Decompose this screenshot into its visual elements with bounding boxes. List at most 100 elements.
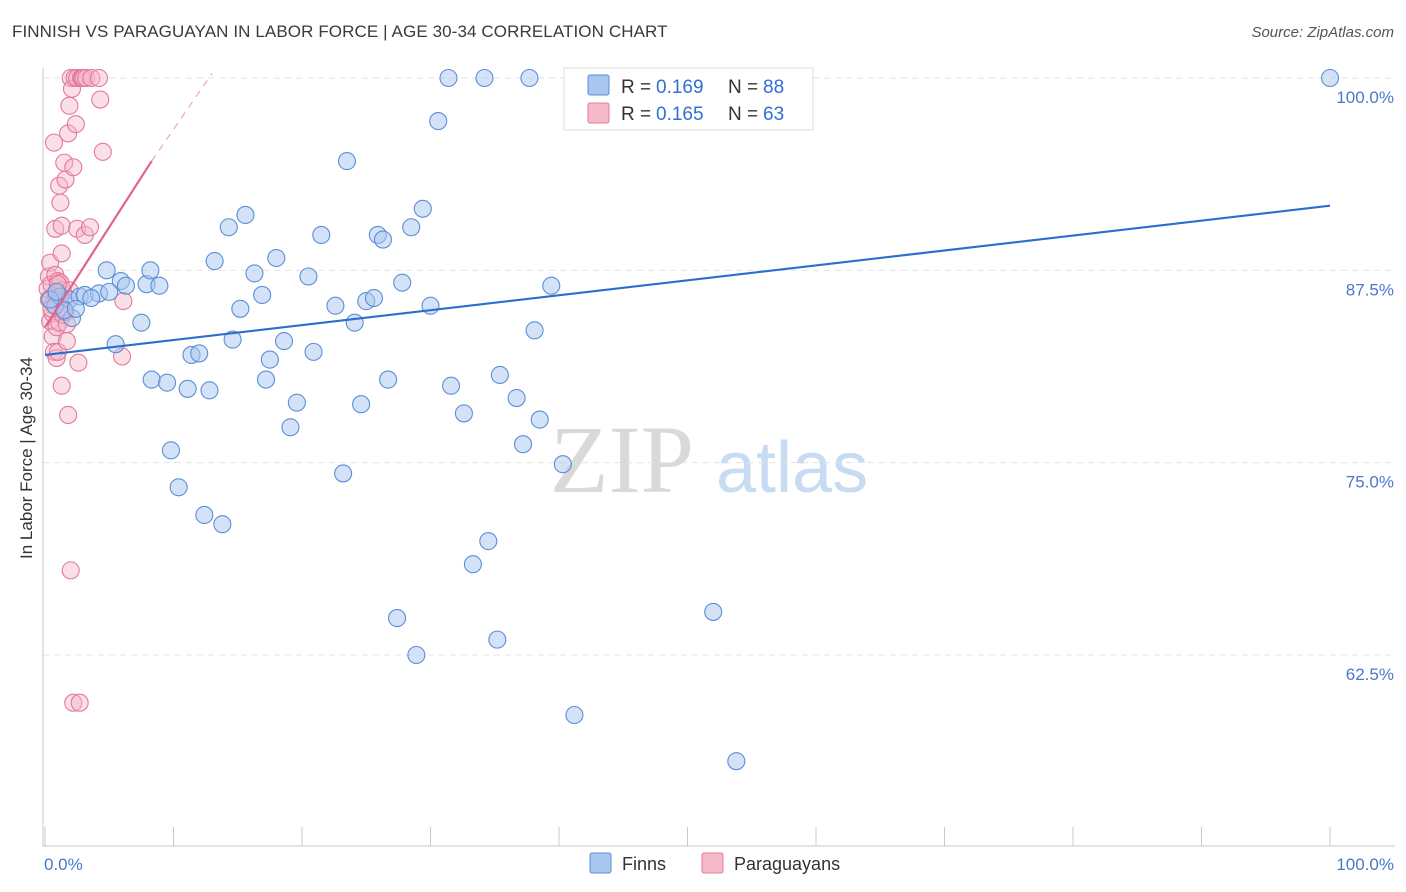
x-tick-label-max: 100.0% bbox=[1336, 855, 1394, 874]
trend-lines bbox=[44, 73, 1331, 357]
finns-point bbox=[141, 261, 160, 280]
finns-point bbox=[195, 505, 214, 525]
finns-point bbox=[97, 261, 116, 280]
finns-point bbox=[213, 515, 232, 534]
finns-point bbox=[200, 381, 219, 400]
legend-finns-n-label: N = bbox=[728, 77, 758, 98]
finns-point bbox=[727, 752, 746, 771]
finns-point bbox=[488, 630, 507, 649]
finns-trend-line bbox=[44, 204, 1331, 357]
finns-point bbox=[150, 276, 169, 295]
finns-point bbox=[454, 404, 473, 423]
finns-point bbox=[388, 609, 407, 628]
y-tick-labels: 62.5% 75.0% 87.5% 100.0% bbox=[1336, 88, 1394, 684]
finns-point bbox=[520, 68, 539, 88]
finns-point bbox=[82, 288, 101, 308]
finns-point bbox=[312, 225, 331, 244]
finns-point bbox=[402, 218, 421, 237]
finns-point bbox=[429, 112, 448, 131]
y-tick-label: 75.0% bbox=[1346, 473, 1394, 492]
paraguayans-point bbox=[59, 405, 78, 425]
finns-point bbox=[287, 393, 306, 412]
finns-point bbox=[463, 555, 482, 574]
paraguayans-point bbox=[70, 693, 89, 712]
y-tick-label: 62.5% bbox=[1346, 665, 1394, 684]
paraguayans-point bbox=[82, 68, 101, 88]
finns-point bbox=[490, 365, 509, 385]
paraguayans-point bbox=[77, 68, 96, 88]
finns-point bbox=[364, 288, 384, 308]
paraguayans-points bbox=[38, 68, 133, 712]
finns-point bbox=[326, 296, 345, 315]
finns-point bbox=[479, 532, 498, 551]
bottom-legend-paraguayans-label: Paraguayans bbox=[734, 854, 840, 874]
paraguayans-point bbox=[64, 158, 83, 177]
finns-point bbox=[334, 464, 353, 483]
legend-paraguayans-swatch bbox=[587, 102, 610, 124]
finns-point bbox=[169, 478, 188, 497]
paraguayans-point bbox=[57, 332, 76, 351]
legend-paraguayans-n-value: 63 bbox=[763, 104, 784, 125]
finns-point bbox=[267, 248, 286, 268]
finns-point bbox=[142, 370, 161, 389]
legend-finns-swatch bbox=[587, 74, 610, 96]
finns-point bbox=[345, 313, 364, 332]
finns-point bbox=[178, 379, 197, 398]
finns-point bbox=[442, 376, 461, 395]
legend: R = 0.169 N = 88 R = 0.165 N = 63 bbox=[563, 67, 814, 131]
finns-point bbox=[407, 645, 426, 665]
finns-point bbox=[475, 68, 494, 88]
finns-point bbox=[513, 435, 533, 454]
finns-point bbox=[274, 332, 294, 351]
finns-point bbox=[507, 388, 526, 408]
paraguayans-point bbox=[91, 90, 110, 109]
paraguayans-point bbox=[80, 218, 100, 237]
finns-point bbox=[379, 370, 398, 389]
paraguayans-point bbox=[52, 244, 71, 263]
legend-finns-n-value: 88 bbox=[763, 77, 784, 98]
finns-point bbox=[299, 267, 318, 286]
finns-point bbox=[205, 252, 224, 271]
paraguayans-point bbox=[60, 96, 79, 115]
bottom-legend-finns-swatch bbox=[589, 852, 612, 874]
paraguayans-point bbox=[51, 193, 70, 212]
finns-point bbox=[158, 373, 177, 392]
finns-point bbox=[260, 350, 279, 369]
finns-point bbox=[565, 705, 584, 725]
finns-point bbox=[281, 418, 300, 437]
legend-paraguayans-n-label: N = bbox=[728, 104, 758, 125]
legend-paraguayans-r-value: 0.165 bbox=[656, 104, 704, 125]
watermark: ZIP atlas bbox=[550, 406, 868, 513]
paraguayans-point bbox=[93, 142, 112, 161]
finns-point bbox=[66, 299, 85, 318]
chart-title: FINNISH VS PARAGUAYAN IN LABOR FORCE | A… bbox=[12, 22, 668, 41]
finns-point bbox=[245, 264, 264, 283]
finns-point bbox=[352, 395, 371, 414]
finns-point bbox=[100, 282, 119, 301]
bottom-legend: Finns Paraguayans bbox=[589, 852, 840, 874]
paraguayans-trend-extension bbox=[151, 73, 213, 162]
finns-point bbox=[1320, 68, 1340, 88]
finns-point bbox=[190, 344, 209, 363]
grid bbox=[43, 77, 1395, 656]
legend-finns-r-label: R = bbox=[621, 77, 651, 98]
finns-point bbox=[223, 330, 242, 349]
finns-point bbox=[704, 602, 723, 621]
paraguayans-point bbox=[66, 115, 85, 134]
paraguayans-point bbox=[69, 353, 88, 372]
x-tick-label-min: 0.0% bbox=[44, 855, 83, 874]
paraguayans-point bbox=[89, 68, 109, 88]
watermark-atlas: atlas bbox=[716, 428, 868, 508]
finns-point bbox=[525, 321, 544, 340]
bottom-legend-finns-label: Finns bbox=[622, 854, 666, 874]
finns-point bbox=[236, 205, 255, 224]
bottom-legend-paraguayans-swatch bbox=[701, 852, 724, 874]
y-axis-title: In Labor Force | Age 30-34 bbox=[17, 357, 36, 559]
y-tick-label: 87.5% bbox=[1346, 280, 1394, 299]
finns-point bbox=[116, 276, 136, 295]
finns-point bbox=[231, 299, 250, 318]
finns-point bbox=[393, 273, 412, 292]
paraguayans-point bbox=[61, 561, 80, 580]
source-label: Source: ZipAtlas.com bbox=[1251, 24, 1394, 41]
